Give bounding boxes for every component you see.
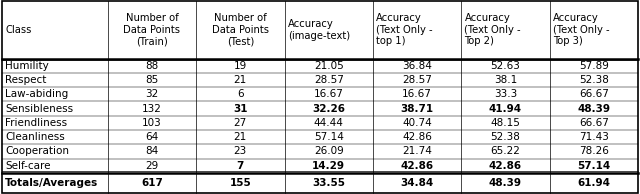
Text: 42.86: 42.86 bbox=[402, 132, 432, 142]
Text: 38.71: 38.71 bbox=[401, 104, 434, 113]
Text: 33.3: 33.3 bbox=[494, 89, 517, 99]
Text: Totals/Averages: Totals/Averages bbox=[5, 178, 99, 188]
Text: Respect: Respect bbox=[5, 75, 47, 85]
Text: 88: 88 bbox=[145, 61, 159, 71]
Text: 28.57: 28.57 bbox=[314, 75, 344, 85]
Text: 78.26: 78.26 bbox=[579, 146, 609, 156]
Text: 103: 103 bbox=[142, 118, 162, 128]
Text: 26.09: 26.09 bbox=[314, 146, 344, 156]
Text: Humility: Humility bbox=[5, 61, 49, 71]
Text: 57.14: 57.14 bbox=[577, 161, 611, 171]
Text: Accuracy
(image-text): Accuracy (image-text) bbox=[288, 19, 350, 41]
Text: 6: 6 bbox=[237, 89, 244, 99]
Text: 57.89: 57.89 bbox=[579, 61, 609, 71]
Text: 14.29: 14.29 bbox=[312, 161, 345, 171]
Text: 48.15: 48.15 bbox=[490, 118, 520, 128]
Text: 66.67: 66.67 bbox=[579, 118, 609, 128]
Text: 7: 7 bbox=[237, 161, 244, 171]
Text: 34.84: 34.84 bbox=[401, 178, 434, 188]
Text: 71.43: 71.43 bbox=[579, 132, 609, 142]
Text: 23: 23 bbox=[234, 146, 247, 156]
Text: 31: 31 bbox=[233, 104, 248, 113]
Text: Accuracy
(Text Only -
Top 3): Accuracy (Text Only - Top 3) bbox=[553, 13, 609, 46]
Text: 61.94: 61.94 bbox=[577, 178, 611, 188]
Text: Accuracy
(Text Only -
top 1): Accuracy (Text Only - top 1) bbox=[376, 13, 433, 46]
Text: 84: 84 bbox=[145, 146, 159, 156]
Text: 40.74: 40.74 bbox=[402, 118, 432, 128]
Text: 27: 27 bbox=[234, 118, 247, 128]
Text: 21: 21 bbox=[234, 132, 247, 142]
Text: 19: 19 bbox=[234, 61, 247, 71]
Text: 29: 29 bbox=[145, 161, 159, 171]
Text: 57.14: 57.14 bbox=[314, 132, 344, 142]
Text: 48.39: 48.39 bbox=[489, 178, 522, 188]
Text: Accuracy
(Text Only -
Top 2): Accuracy (Text Only - Top 2) bbox=[465, 13, 521, 46]
Text: 21: 21 bbox=[234, 75, 247, 85]
Text: Cooperation: Cooperation bbox=[5, 146, 69, 156]
Text: 36.84: 36.84 bbox=[402, 61, 432, 71]
Text: Friendliness: Friendliness bbox=[5, 118, 67, 128]
Text: Sensibleness: Sensibleness bbox=[5, 104, 73, 113]
Text: Cleanliness: Cleanliness bbox=[5, 132, 65, 142]
Text: Self-care: Self-care bbox=[5, 161, 51, 171]
Text: 21.74: 21.74 bbox=[402, 146, 432, 156]
Text: 38.1: 38.1 bbox=[494, 75, 517, 85]
Text: 32: 32 bbox=[145, 89, 159, 99]
Text: 16.67: 16.67 bbox=[402, 89, 432, 99]
Text: 48.39: 48.39 bbox=[577, 104, 611, 113]
Text: 52.38: 52.38 bbox=[579, 75, 609, 85]
Text: Law-abiding: Law-abiding bbox=[5, 89, 68, 99]
Text: Class: Class bbox=[5, 25, 31, 35]
Text: 41.94: 41.94 bbox=[489, 104, 522, 113]
Text: 64: 64 bbox=[145, 132, 159, 142]
Text: 132: 132 bbox=[142, 104, 162, 113]
Text: 42.86: 42.86 bbox=[401, 161, 434, 171]
Text: 155: 155 bbox=[229, 178, 251, 188]
Text: 16.67: 16.67 bbox=[314, 89, 344, 99]
Text: 65.22: 65.22 bbox=[490, 146, 520, 156]
Text: 617: 617 bbox=[141, 178, 163, 188]
Text: Number of
Data Points
(Test): Number of Data Points (Test) bbox=[212, 13, 269, 46]
Text: 52.63: 52.63 bbox=[490, 61, 520, 71]
Text: 21.05: 21.05 bbox=[314, 61, 344, 71]
Text: 66.67: 66.67 bbox=[579, 89, 609, 99]
Text: 33.55: 33.55 bbox=[312, 178, 345, 188]
Text: Number of
Data Points
(Train): Number of Data Points (Train) bbox=[124, 13, 180, 46]
Text: 28.57: 28.57 bbox=[402, 75, 432, 85]
Text: 32.26: 32.26 bbox=[312, 104, 345, 113]
Text: 44.44: 44.44 bbox=[314, 118, 344, 128]
Text: 42.86: 42.86 bbox=[489, 161, 522, 171]
Text: 85: 85 bbox=[145, 75, 159, 85]
Text: 52.38: 52.38 bbox=[490, 132, 520, 142]
